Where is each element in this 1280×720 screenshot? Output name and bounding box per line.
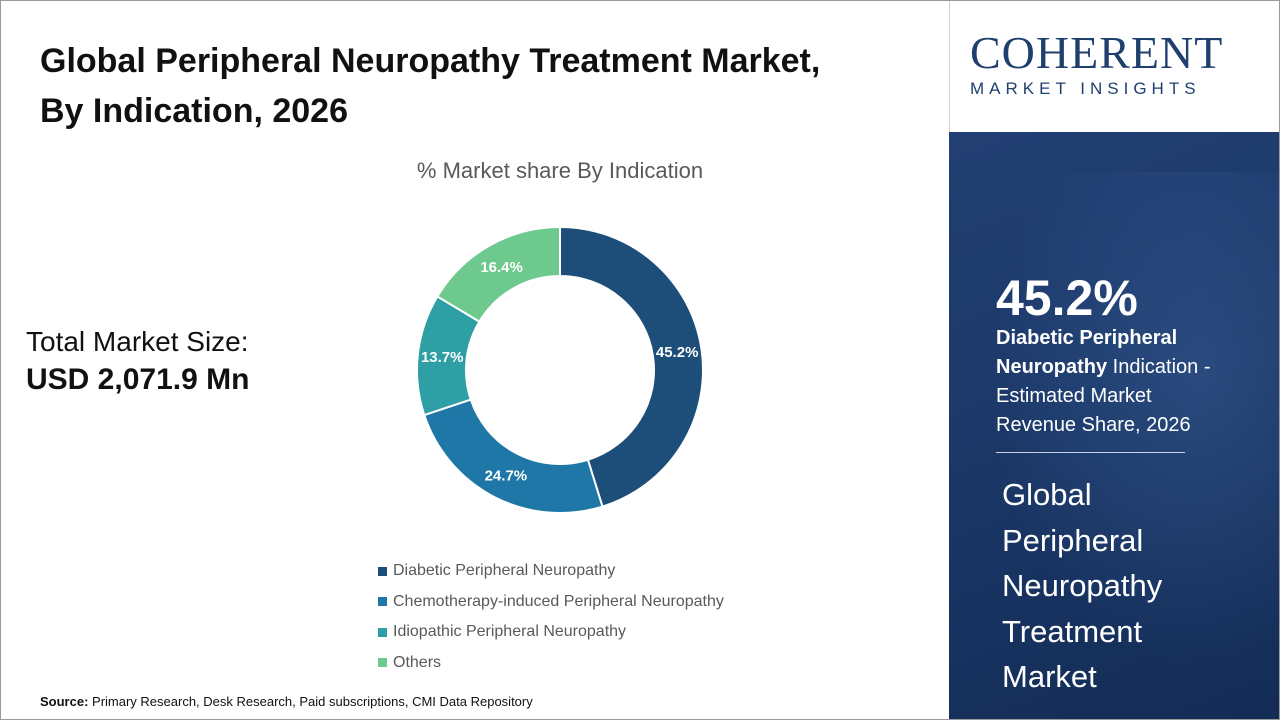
panel-market-line: Global — [1002, 477, 1092, 512]
source-note: Source: Primary Research, Desk Research,… — [40, 694, 533, 709]
highlight-panel: 45.2% Diabetic Peripheral Neuropathy Ind… — [949, 132, 1279, 719]
panel-divider — [996, 452, 1185, 453]
legend-swatch — [378, 658, 387, 668]
slice-label: 13.7% — [421, 349, 464, 366]
logo-wordmark: COHERENT — [970, 27, 1224, 78]
market-size-label: Total Market Size: — [26, 326, 249, 357]
panel-market-line: Neuropathy — [1002, 568, 1163, 603]
highlight-bold-1: Diabetic Peripheral — [996, 327, 1178, 349]
highlight-percentage: 45.2% — [996, 270, 1138, 326]
legend-swatch — [378, 627, 387, 637]
page-title: Global Peripheral Neuropathy Treatment M… — [40, 36, 940, 136]
legend-item: Others — [378, 648, 898, 679]
panel-market-line: Treatment — [1002, 613, 1143, 649]
slice-label: 16.4% — [480, 259, 523, 276]
chart-legend: Diabetic Peripheral Neuropathy Chemothera… — [378, 556, 898, 678]
legend-swatch — [378, 566, 387, 576]
highlight-description: Diabetic Peripheral Neuropathy Indicatio… — [996, 324, 1266, 440]
legend-swatch — [378, 597, 387, 607]
title-line-2: By Indication, 2026 — [40, 92, 348, 130]
title-line-1: Global Peripheral Neuropathy Treatment M… — [40, 42, 821, 80]
source-text: Primary Research, Desk Research, Paid su… — [92, 694, 533, 709]
highlight-rest-2: Estimated Market — [996, 385, 1152, 407]
slice-label: 45.2% — [656, 344, 699, 361]
legend-label: Chemotherapy-induced Peripheral Neuropat… — [393, 592, 724, 610]
slice-label: 24.7% — [485, 467, 528, 484]
legend-label: Diabetic Peripheral Neuropathy — [393, 562, 616, 580]
legend-item: Chemotherapy-induced Peripheral Neuropat… — [378, 587, 898, 618]
market-size-value: USD 2,071.9 Mn — [26, 363, 250, 396]
highlight-rest-3: Revenue Share, 2026 — [996, 414, 1191, 436]
logo-area: COHERENT MARKET INSIGHTS — [949, 1, 1279, 132]
legend-label: Idiopathic Peripheral Neuropathy — [393, 623, 627, 641]
donut-slice — [436, 225, 561, 324]
panel-market-line: Market — [1002, 659, 1097, 694]
panel-market-name: Global Peripheral Neuropathy Treatment M… — [1002, 472, 1262, 700]
highlight-bold-2: Neuropathy — [996, 356, 1108, 378]
chart-title: % Market share By Indication — [416, 158, 704, 183]
donut-slice — [423, 398, 604, 514]
legend-item: Diabetic Peripheral Neuropathy — [378, 556, 898, 587]
total-market-size: Total Market Size: USD 2,071.9 Mn — [26, 324, 326, 400]
donut-slice — [559, 225, 704, 508]
source-label: Source: — [40, 694, 89, 709]
legend-item: Idiopathic Peripheral Neuropathy — [378, 617, 898, 648]
legend-label: Others — [393, 653, 442, 671]
donut-chart: 45.2% 24.7% 13.7% 16.4% — [416, 225, 704, 514]
highlight-rest-1: Indication - — [1107, 356, 1211, 378]
panel-market-line: Peripheral — [1002, 522, 1144, 558]
coherent-logo: COHERENT MARKET INSIGHTS — [970, 29, 1270, 101]
panel-glow — [989, 172, 1279, 672]
logo-tagline: MARKET INSIGHTS — [970, 79, 1201, 98]
